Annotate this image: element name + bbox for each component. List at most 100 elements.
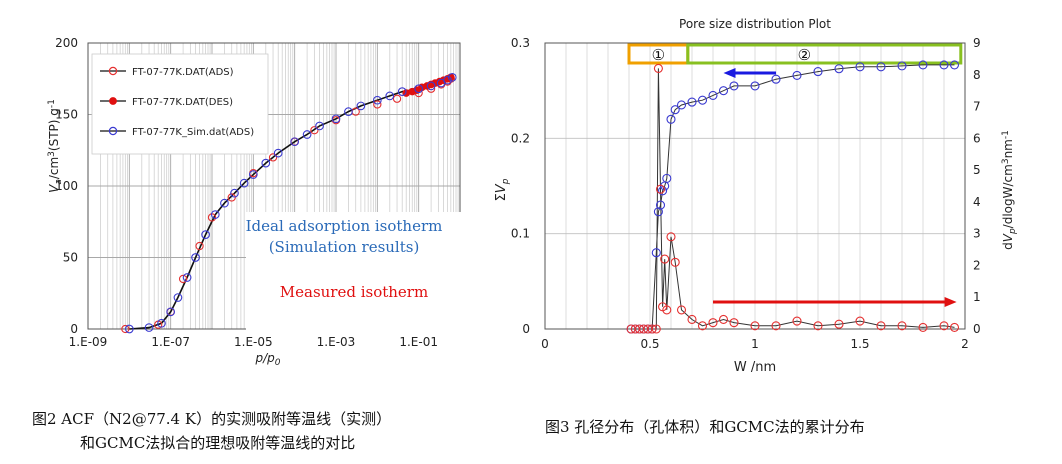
chart2-y2-tick-label: 6 [973, 131, 981, 145]
chart2-dvdlogw-point [718, 314, 729, 325]
fig2-caption-line1: 图2 ACF（N2@77.4 K）的实测吸附等温线（实测） [32, 410, 392, 428]
chart2-y2-tick-label: 1 [973, 290, 981, 304]
chart1-annotation-measured: Measured isotherm [280, 283, 428, 301]
chart2-title: Pore size distribution Plot [679, 17, 831, 31]
chart1-legend-marker [108, 66, 118, 76]
chart2-dvdlogw-point [655, 184, 666, 194]
chart2-dvdlogw-point [813, 321, 823, 331]
chart2-arrow-head [723, 68, 736, 78]
chart1-y-tick-label: 150 [55, 108, 78, 122]
chart1-sim-point [344, 107, 353, 116]
chart2-cumulative-point [897, 61, 907, 71]
chart1-legend-marker [109, 97, 117, 105]
chart1-x-tick-label: 1.E-01 [399, 335, 438, 349]
chart2-cumulative-point [653, 207, 663, 217]
chart1-x-tick-label: 1.E-03 [317, 335, 356, 349]
chart1-sim-point [302, 130, 312, 139]
chart2-region-label: ② [798, 46, 811, 64]
chart1-legend-entry: FT-07-77K.DAT(ADS) [132, 67, 234, 78]
chart2-dvdlogw-point [939, 321, 949, 331]
chart2-cumulative-point [834, 64, 844, 74]
chart2-cumulative-point [687, 97, 697, 107]
chart2-cumulative-point [697, 95, 708, 105]
chart2-dvdlogw-point [687, 314, 697, 325]
chart2-dvdlogw-point [918, 322, 928, 332]
chart1-sim-point [414, 84, 424, 94]
chart1-sim-point [397, 87, 407, 96]
chart1-sim-point [290, 137, 300, 147]
chart1-x-tick-label: 1.E-05 [234, 335, 273, 349]
chart2-x-tick-label: 1 [751, 337, 759, 351]
chart2-cumulative-point [655, 200, 666, 210]
chart2-y2-tick-label: 4 [973, 195, 981, 209]
chart1-ads-point [310, 126, 319, 135]
chart1-ads-point [227, 193, 236, 202]
chart1-x-axis-label: p/p0 [254, 351, 280, 368]
chart1-y-tick-label: 200 [55, 36, 78, 50]
chart2-plot-frame [544, 42, 966, 330]
chart2-region-label: ① [652, 46, 665, 64]
chart2-dvdlogw-point [897, 321, 907, 331]
chart1-ads-point [121, 324, 130, 334]
chart2-cumulative-point [771, 74, 781, 84]
chart2-dvdlogw-point [708, 318, 718, 328]
chart2-dvdlogw-point [792, 316, 802, 326]
chart2-x-tick-label: 1.5 [850, 337, 869, 351]
chart2-cumulative-point [750, 81, 760, 91]
chart2-y-tick-label: 0.2 [511, 131, 530, 145]
chart2-cumulative-point [670, 105, 680, 115]
chart1-sim-point [124, 324, 134, 334]
chart2-dvdlogw-point [660, 254, 670, 264]
chart2-y2-tick-label: 9 [973, 36, 981, 50]
chart2-cumulative-point [666, 114, 676, 124]
chart1-y-tick-label: 50 [63, 251, 78, 265]
chart2-y-tick-label: 0.1 [511, 227, 530, 241]
chart2-cumulative-point [658, 186, 668, 196]
chart2-y2-tick-label: 7 [973, 100, 981, 114]
chart2-y2-tick-label: 0 [973, 322, 981, 336]
chart2-cumulative-point [918, 60, 928, 70]
chart2-dvdlogw-line [631, 68, 955, 330]
chart1-x-tick-label: 1.E-09 [69, 335, 108, 349]
chart2-y-axis-label: ΣVp [494, 178, 511, 201]
chart1-ads-point [392, 94, 402, 103]
chart1-annotation-ideal: Ideal adsorption isotherm [246, 217, 443, 235]
chart2-cumulative-point [792, 70, 802, 80]
chart2-x-axis-label: W /nm [734, 360, 776, 375]
chart1-sim-point [273, 148, 283, 158]
chart2-dvdlogw-point [653, 63, 663, 73]
chart2-dvdlogw-point [662, 305, 672, 315]
chart2-x-tick-label: 2 [961, 337, 969, 351]
chart1-sim-point [331, 114, 341, 124]
chart1-sim-point [210, 210, 220, 219]
chart1-sim-point [426, 81, 436, 91]
chart1-ads-point [195, 241, 204, 251]
chart2-dvdlogw-point [670, 257, 680, 267]
chart2-y-tick-label: 0.3 [511, 36, 530, 50]
chart2-y2-tick-label: 2 [973, 258, 981, 272]
chart2-dvdlogw-point [750, 321, 760, 331]
chart1-y-axis-label: Va/cm3(STP) g-1 [47, 99, 64, 193]
chart2-cumulative-point [708, 90, 718, 100]
chart1-sim-point [166, 307, 176, 317]
chart2-cumulative-point [813, 67, 823, 77]
chart1-sim-point [315, 121, 324, 131]
chart1-sim-point [447, 72, 457, 82]
chart1-ads-point [178, 274, 188, 284]
chart2-y2-axis-label: dVp/dlogW/cm3nm-1 [1001, 130, 1018, 250]
chart1-sim-point [372, 95, 382, 105]
chart1-x-tick-label: 1.E-07 [151, 335, 190, 349]
chart1-ads-point [268, 153, 278, 162]
chart2-cumulative-point [662, 173, 672, 183]
chart2-y2-tick-label: 3 [973, 227, 981, 241]
chart1-sim-point [443, 75, 452, 85]
chart2-region-box [686, 43, 963, 65]
chart2-cumulative-point [729, 81, 739, 91]
chart2-dvdlogw-point [666, 232, 676, 242]
chart2-cumulative-point [949, 60, 960, 70]
chart1-legend-entry: FT-07-77K.DAT(DES) [132, 97, 233, 108]
chart1-sim-point [385, 91, 395, 101]
chart2-dvdlogw-point [876, 321, 886, 331]
chart2-cumulative-point [939, 60, 949, 70]
